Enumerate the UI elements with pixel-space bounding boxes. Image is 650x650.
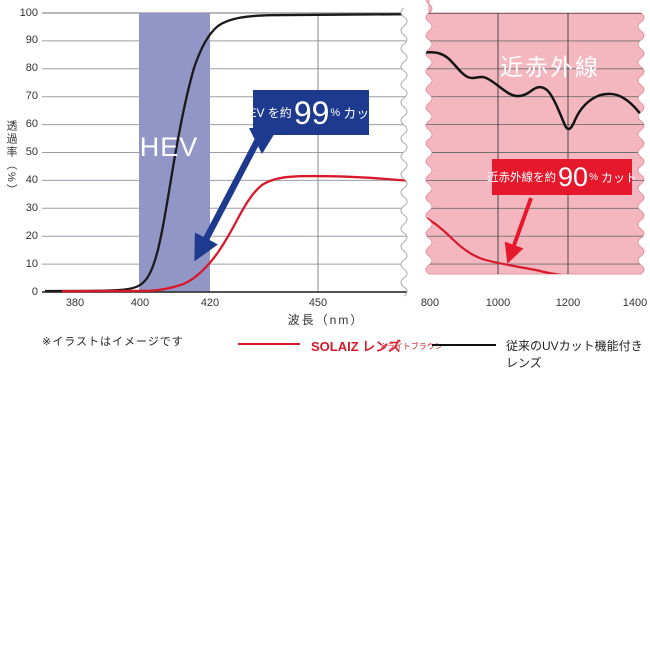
- nir-callout-unit: %: [589, 171, 598, 183]
- hev-callout-suffix: カット: [343, 106, 383, 121]
- left-panel: [42, 12, 407, 293]
- disclaimer-note: ※イラストはイメージです: [42, 336, 184, 348]
- nir-callout-value: 90: [558, 162, 589, 192]
- conventional-curve-right: [426, 51, 643, 131]
- legend-solaiz-note: ※ライトブラウン: [380, 342, 443, 351]
- x-tick-800: 800: [420, 297, 440, 309]
- hev-callout: HEV を約 99% カット: [240, 90, 382, 135]
- left-panel-torn-edge: [400, 7, 408, 297]
- x-tick-1000: 1000: [485, 297, 511, 309]
- legend-conventional-label: 従来のUVカット機能付きレンズ: [506, 339, 643, 370]
- nir-arrow: [504, 197, 533, 264]
- x-tick-400: 400: [130, 297, 150, 309]
- legend-conventional-line: [432, 343, 496, 346]
- x-tick-1200: 1200: [555, 297, 581, 309]
- x-tick-380: 380: [65, 297, 85, 309]
- hev-callout-value: 99: [293, 94, 330, 131]
- legend-solaiz-line: [238, 343, 300, 345]
- x-tick-450: 450: [308, 297, 328, 309]
- hev-callout-prefix: HEV を約: [239, 106, 292, 120]
- nir-callout-suffix: カット: [600, 170, 637, 185]
- y-axis-title: 透過率（%）: [5, 120, 17, 197]
- x-tick-420: 420: [200, 297, 220, 309]
- y-tick-30: 30: [25, 201, 38, 214]
- hev-callout-unit: %: [330, 106, 341, 119]
- y-tick-70: 70: [25, 90, 38, 103]
- y-tick-100: 100: [19, 6, 38, 19]
- legend-solaiz-label: SOLAIZ レンズ: [311, 339, 402, 354]
- y-tick-10: 10: [25, 257, 38, 270]
- hev-arrow: [194, 128, 278, 262]
- x-axis-title: 波長（nm）: [287, 313, 365, 327]
- y-tick-50: 50: [25, 146, 38, 158]
- x-tick-1400: 1400: [622, 297, 648, 309]
- solaiz-curve-right: [426, 216, 644, 274]
- y-tick-60: 60: [25, 118, 38, 131]
- hev-band-label: HEV: [139, 132, 199, 162]
- y-tick-90: 90: [25, 34, 38, 47]
- nir-callout: 近赤外線を約 90% カット: [487, 159, 637, 195]
- conventional-curve-left: [44, 13, 407, 293]
- left-gridlines: [42, 12, 407, 265]
- solaiz-curve-left: [61, 174, 407, 293]
- y-tick-20: 20: [25, 229, 38, 242]
- y-tick-0: 0: [31, 285, 38, 298]
- nir-zone-label: 近赤外線: [500, 54, 600, 80]
- y-tick-40: 40: [25, 173, 38, 186]
- nir-callout-prefix: 近赤外線を約: [487, 172, 557, 184]
- y-tick-80: 80: [25, 62, 38, 75]
